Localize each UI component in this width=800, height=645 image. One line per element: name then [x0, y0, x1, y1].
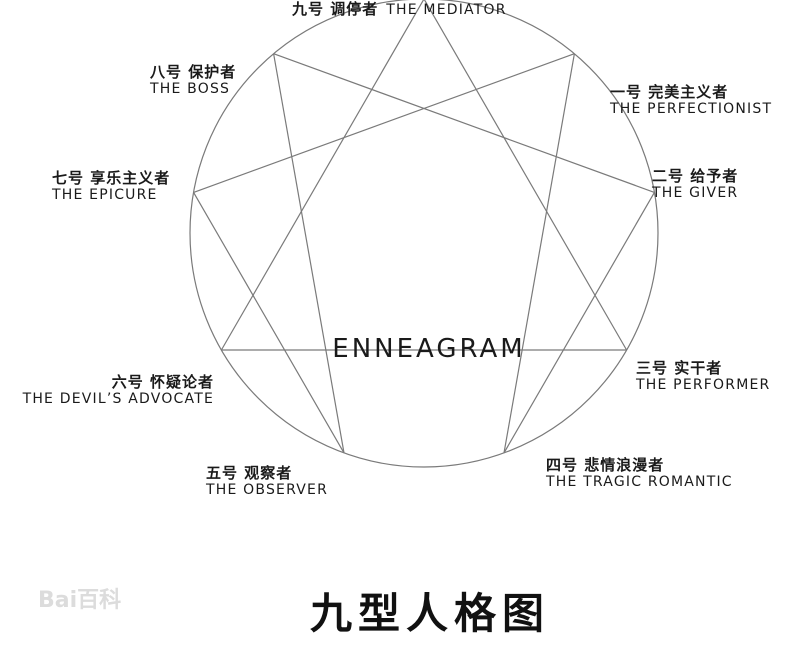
hexad-line-4-2	[503, 192, 655, 454]
label-3-en: THE PERFORMER	[636, 377, 771, 394]
label-point-8: 八号 保护者 THE BOSS	[150, 63, 237, 98]
hexad-line-1-4	[503, 53, 575, 454]
outer-circle	[189, 0, 659, 468]
watermark-text: Bai百科	[38, 588, 122, 613]
label-5-cn: 五号 观察者	[206, 464, 293, 482]
label-point-9: 九号 调停者 THE MEDIATOR	[292, 0, 507, 18]
label-8-cn: 八号 保护者	[150, 63, 237, 81]
hexad-line-2-8	[273, 53, 655, 193]
hexad-line-5-7	[193, 192, 345, 454]
label-1-en: THE PERFECTIONIST	[610, 101, 773, 118]
label-point-7: 七号 享乐主义者 THE EPICURE	[52, 169, 171, 204]
label-point-2: 二号 给予者 THE GIVER	[652, 167, 739, 202]
label-point-6: 六号 怀疑论者 THE DEVIL’S ADVOCATE	[0, 373, 214, 408]
hexad-line-8-5	[273, 53, 345, 454]
label-8-en: THE BOSS	[150, 81, 231, 98]
label-point-5: 五号 观察者 THE OBSERVER	[206, 464, 328, 499]
watermark-logo: Bai百科	[38, 582, 121, 614]
label-2-cn: 二号 给予者	[652, 167, 739, 185]
label-1-cn: 一号 完美主义者	[610, 83, 729, 101]
connection-lines	[193, 0, 655, 454]
center-label: ENNEAGRAM	[332, 334, 526, 364]
label-point-3: 三号 实干者 THE PERFORMER	[636, 359, 771, 394]
label-7-en: THE EPICURE	[52, 187, 158, 204]
label-4-en: THE TRAGIC ROMANTIC	[546, 474, 733, 491]
label-9-cn: 九号 调停者	[292, 0, 379, 18]
page-title: 九型人格图	[309, 589, 550, 638]
label-9-en: THE MEDIATOR	[386, 2, 507, 18]
label-2-en: THE GIVER	[652, 185, 739, 202]
label-4-cn: 四号 悲情浪漫者	[546, 456, 665, 474]
label-6-cn: 六号 怀疑论者	[111, 373, 214, 391]
label-5-en: THE OBSERVER	[206, 482, 328, 499]
label-3-cn: 三号 实干者	[636, 359, 723, 377]
label-point-1: 一号 完美主义者 THE PERFECTIONIST	[610, 83, 773, 118]
label-7-cn: 七号 享乐主义者	[52, 169, 171, 187]
triangle-line-9-3	[423, 0, 628, 351]
triangle-line-6-9	[220, 0, 425, 351]
hexad-line-7-1	[193, 53, 575, 193]
label-6-en: THE DEVIL’S ADVOCATE	[22, 391, 214, 408]
label-point-4: 四号 悲情浪漫者 THE TRAGIC ROMANTIC	[546, 456, 733, 491]
